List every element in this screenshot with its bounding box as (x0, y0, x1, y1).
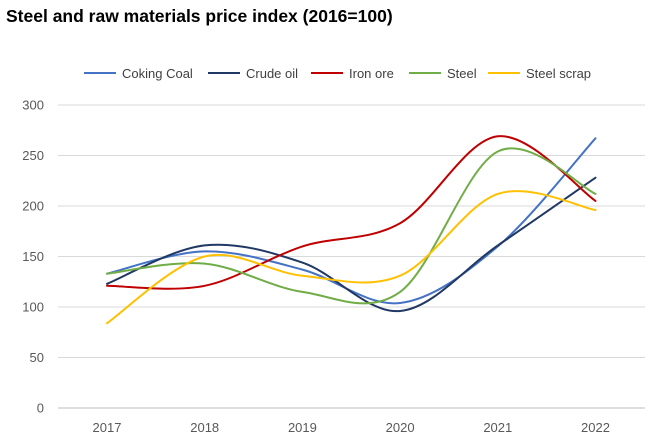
y-tick-label-150: 150 (22, 249, 44, 264)
y-tick-label-50: 50 (30, 350, 44, 365)
legend-swatch-coking-coal (84, 72, 116, 74)
x-tick-label-2020: 2020 (386, 420, 415, 435)
y-tick-label-300: 300 (22, 98, 44, 113)
x-tick-label-2018: 2018 (190, 420, 219, 435)
legend-item-iron-ore: Iron ore (311, 64, 394, 82)
x-tick-label-2021: 2021 (483, 420, 512, 435)
chart-legend: Coking Coal Crude oil Iron ore Steel Ste… (0, 64, 657, 82)
x-tick-label-2019: 2019 (288, 420, 317, 435)
series-line-iron-ore (106, 135, 597, 290)
series-line-coking-coal (106, 137, 597, 305)
legend-label-iron-ore: Iron ore (349, 65, 394, 81)
y-tick-label-250: 250 (22, 148, 44, 163)
gridlines (58, 104, 645, 409)
series-lines (106, 135, 597, 325)
legend-item-steel: Steel (409, 64, 477, 82)
legend-swatch-steel (409, 72, 441, 74)
legend-item-crude-oil: Crude oil (208, 64, 298, 82)
legend-label-crude-oil: Crude oil (246, 65, 299, 81)
legend-label-steel: Steel (447, 65, 477, 81)
legend-label-steel-scrap: Steel scrap (526, 65, 592, 81)
series-line-steel-scrap (106, 190, 597, 325)
legend-swatch-iron-ore (311, 72, 343, 74)
x-axis-tick-labels: 2017 2018 2019 2020 2021 2022 (93, 420, 610, 435)
y-tick-label-100: 100 (22, 300, 44, 315)
legend-item-coking-coal: Coking Coal (84, 64, 193, 82)
chart-title: Steel and raw materials price index (201… (6, 6, 393, 26)
y-axis-tick-labels: 0 50 100 150 200 250 300 (22, 98, 44, 416)
legend-item-steel-scrap: Steel scrap (488, 64, 591, 82)
series-line-steel (106, 147, 597, 305)
x-tick-label-2017: 2017 (93, 420, 122, 435)
y-tick-label-200: 200 (22, 199, 44, 214)
legend-swatch-crude-oil (208, 72, 240, 74)
legend-label-coking-coal: Coking Coal (122, 65, 193, 81)
series-line-crude-oil (106, 176, 597, 313)
legend-swatch-steel-scrap (488, 72, 520, 74)
y-tick-label-0: 0 (37, 401, 44, 416)
x-tick-label-2022: 2022 (581, 420, 610, 435)
